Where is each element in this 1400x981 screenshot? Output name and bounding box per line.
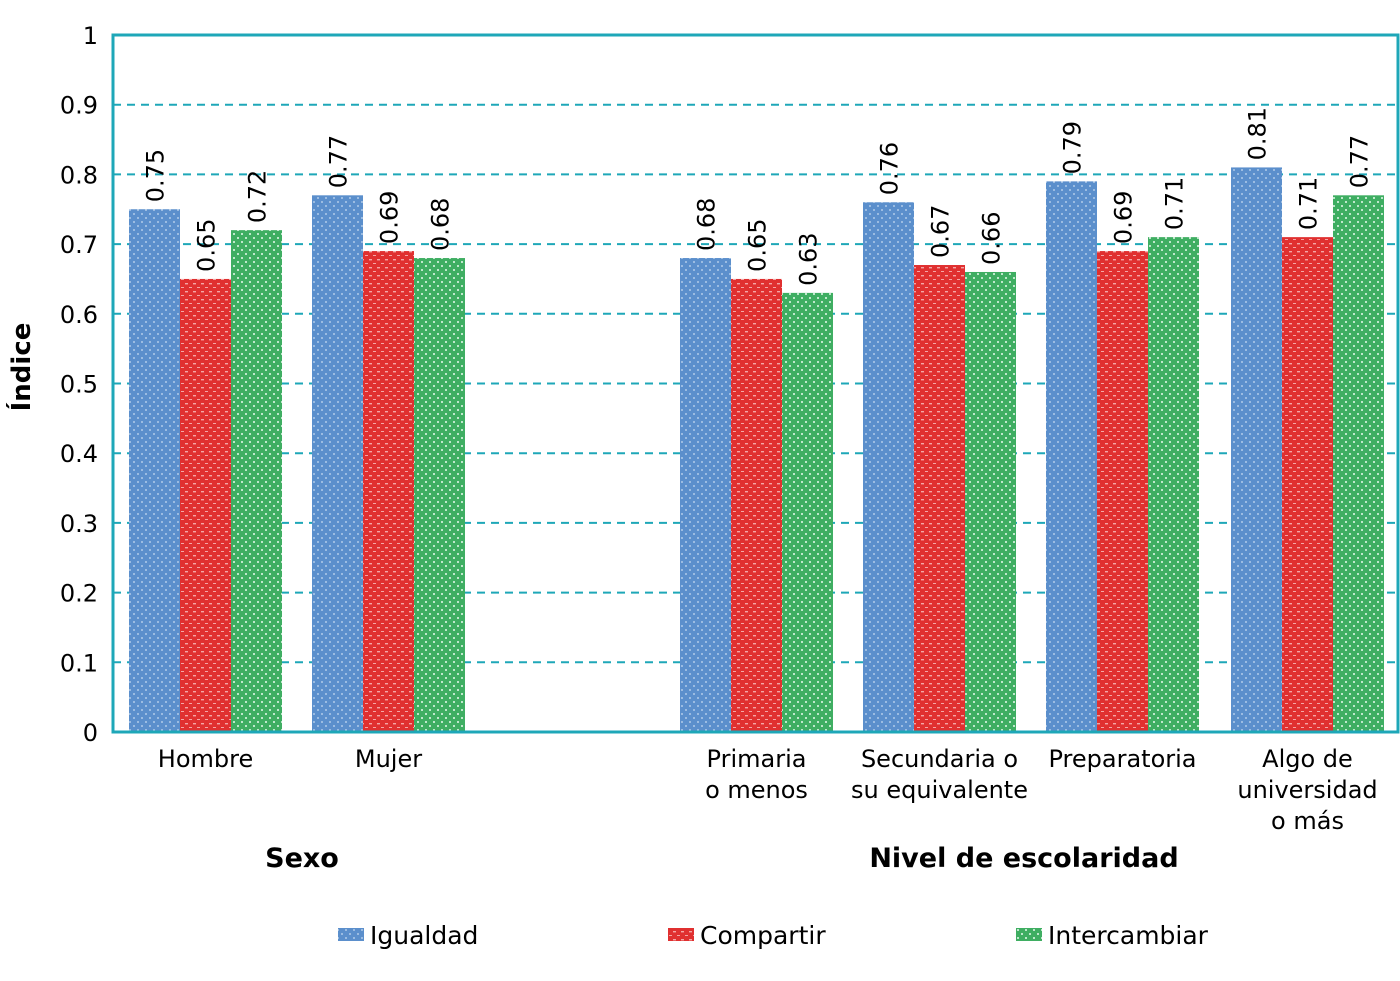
bar-igualdad [863,202,914,732]
category-label: Algo de [1262,745,1353,773]
data-label: 0.77 [325,135,353,188]
category-label: universidad [1237,776,1377,804]
data-label: 0.72 [244,170,272,223]
category-label: Primaria [707,745,807,773]
data-label: 0.68 [693,198,721,251]
data-label: 0.76 [876,142,904,195]
category-label: Secundaria o [861,745,1018,773]
legend-swatch-compartir [668,928,694,941]
legend-swatch-intercambiar [1016,928,1042,941]
bar-igualdad [129,209,180,732]
data-label: 0.66 [978,212,1006,265]
bar-intercambiar [965,271,1016,732]
y-tick-label: 0 [83,719,98,747]
y-tick-label: 0.4 [60,440,98,468]
data-label: 0.65 [193,219,221,272]
data-label: 0.69 [376,191,404,244]
bar-intercambiar [1148,237,1199,732]
data-label: 0.75 [142,149,170,202]
data-label: 0.69 [1110,191,1138,244]
bar-intercambiar [782,292,833,732]
y-tick-label: 1 [83,22,98,50]
data-label: 0.71 [1295,177,1323,230]
legend-label: Compartir [700,921,826,950]
bar-igualdad [1046,181,1097,732]
data-label: 0.65 [744,219,772,272]
bar-igualdad [312,195,363,732]
legend: Igualdad Compartir Intercambiar [338,921,1209,950]
y-axis-label: Índice [5,323,37,412]
bar-compartir [363,251,414,732]
y-tick-label: 0.3 [60,510,98,538]
data-label: 0.63 [795,232,823,285]
category-label: o menos [705,776,808,804]
bar-igualdad [680,258,731,732]
data-label: 0.77 [1346,135,1374,188]
data-label: 0.71 [1161,177,1189,230]
bar-igualdad [1231,167,1282,732]
y-tick-label: 0.6 [60,301,98,329]
category-label: Preparatoria [1048,745,1196,773]
category-label: su equivalente [851,776,1028,804]
bar-compartir [914,265,965,732]
y-tick-label: 0.9 [60,92,98,120]
group-label: Nivel de escolaridad [869,843,1178,874]
category-label: Mujer [355,745,422,773]
y-tick-label: 0.1 [60,649,98,677]
y-tick-label: 0.2 [60,580,98,608]
bar-compartir [731,278,782,732]
bar-compartir [1282,237,1333,732]
y-tick-label: 0.5 [60,371,98,399]
bar-compartir [180,278,231,732]
plot-frame [111,33,1400,734]
data-label: 0.67 [927,205,955,258]
group-label: Sexo [265,843,339,874]
category-label: Hombre [158,745,253,773]
y-tick-label: 0.8 [60,161,98,189]
category-label: o más [1271,807,1344,835]
bar-compartir [1097,251,1148,732]
legend-label: Igualdad [370,921,478,950]
data-label: 0.81 [1244,107,1272,160]
data-label: 0.79 [1059,121,1087,174]
y-tick-label: 0.7 [60,231,98,259]
bar-intercambiar [231,230,282,732]
legend-swatch-igualdad [338,928,364,941]
legend-label: Intercambiar [1048,921,1209,950]
axis-layer: 0 0.1 0.2 0.3 0.4 0.5 0.6 0.7 0.8 0.9 1 [60,22,1400,747]
bar-intercambiar [414,258,465,732]
bar-intercambiar [1333,195,1384,732]
bars-layer [129,167,1384,732]
data-label: 0.68 [427,198,455,251]
labels-layer: 0.75 0.65 0.72 Hombre 0.77 0.69 0.68 Mujer 0.68 0… [5,107,1378,874]
